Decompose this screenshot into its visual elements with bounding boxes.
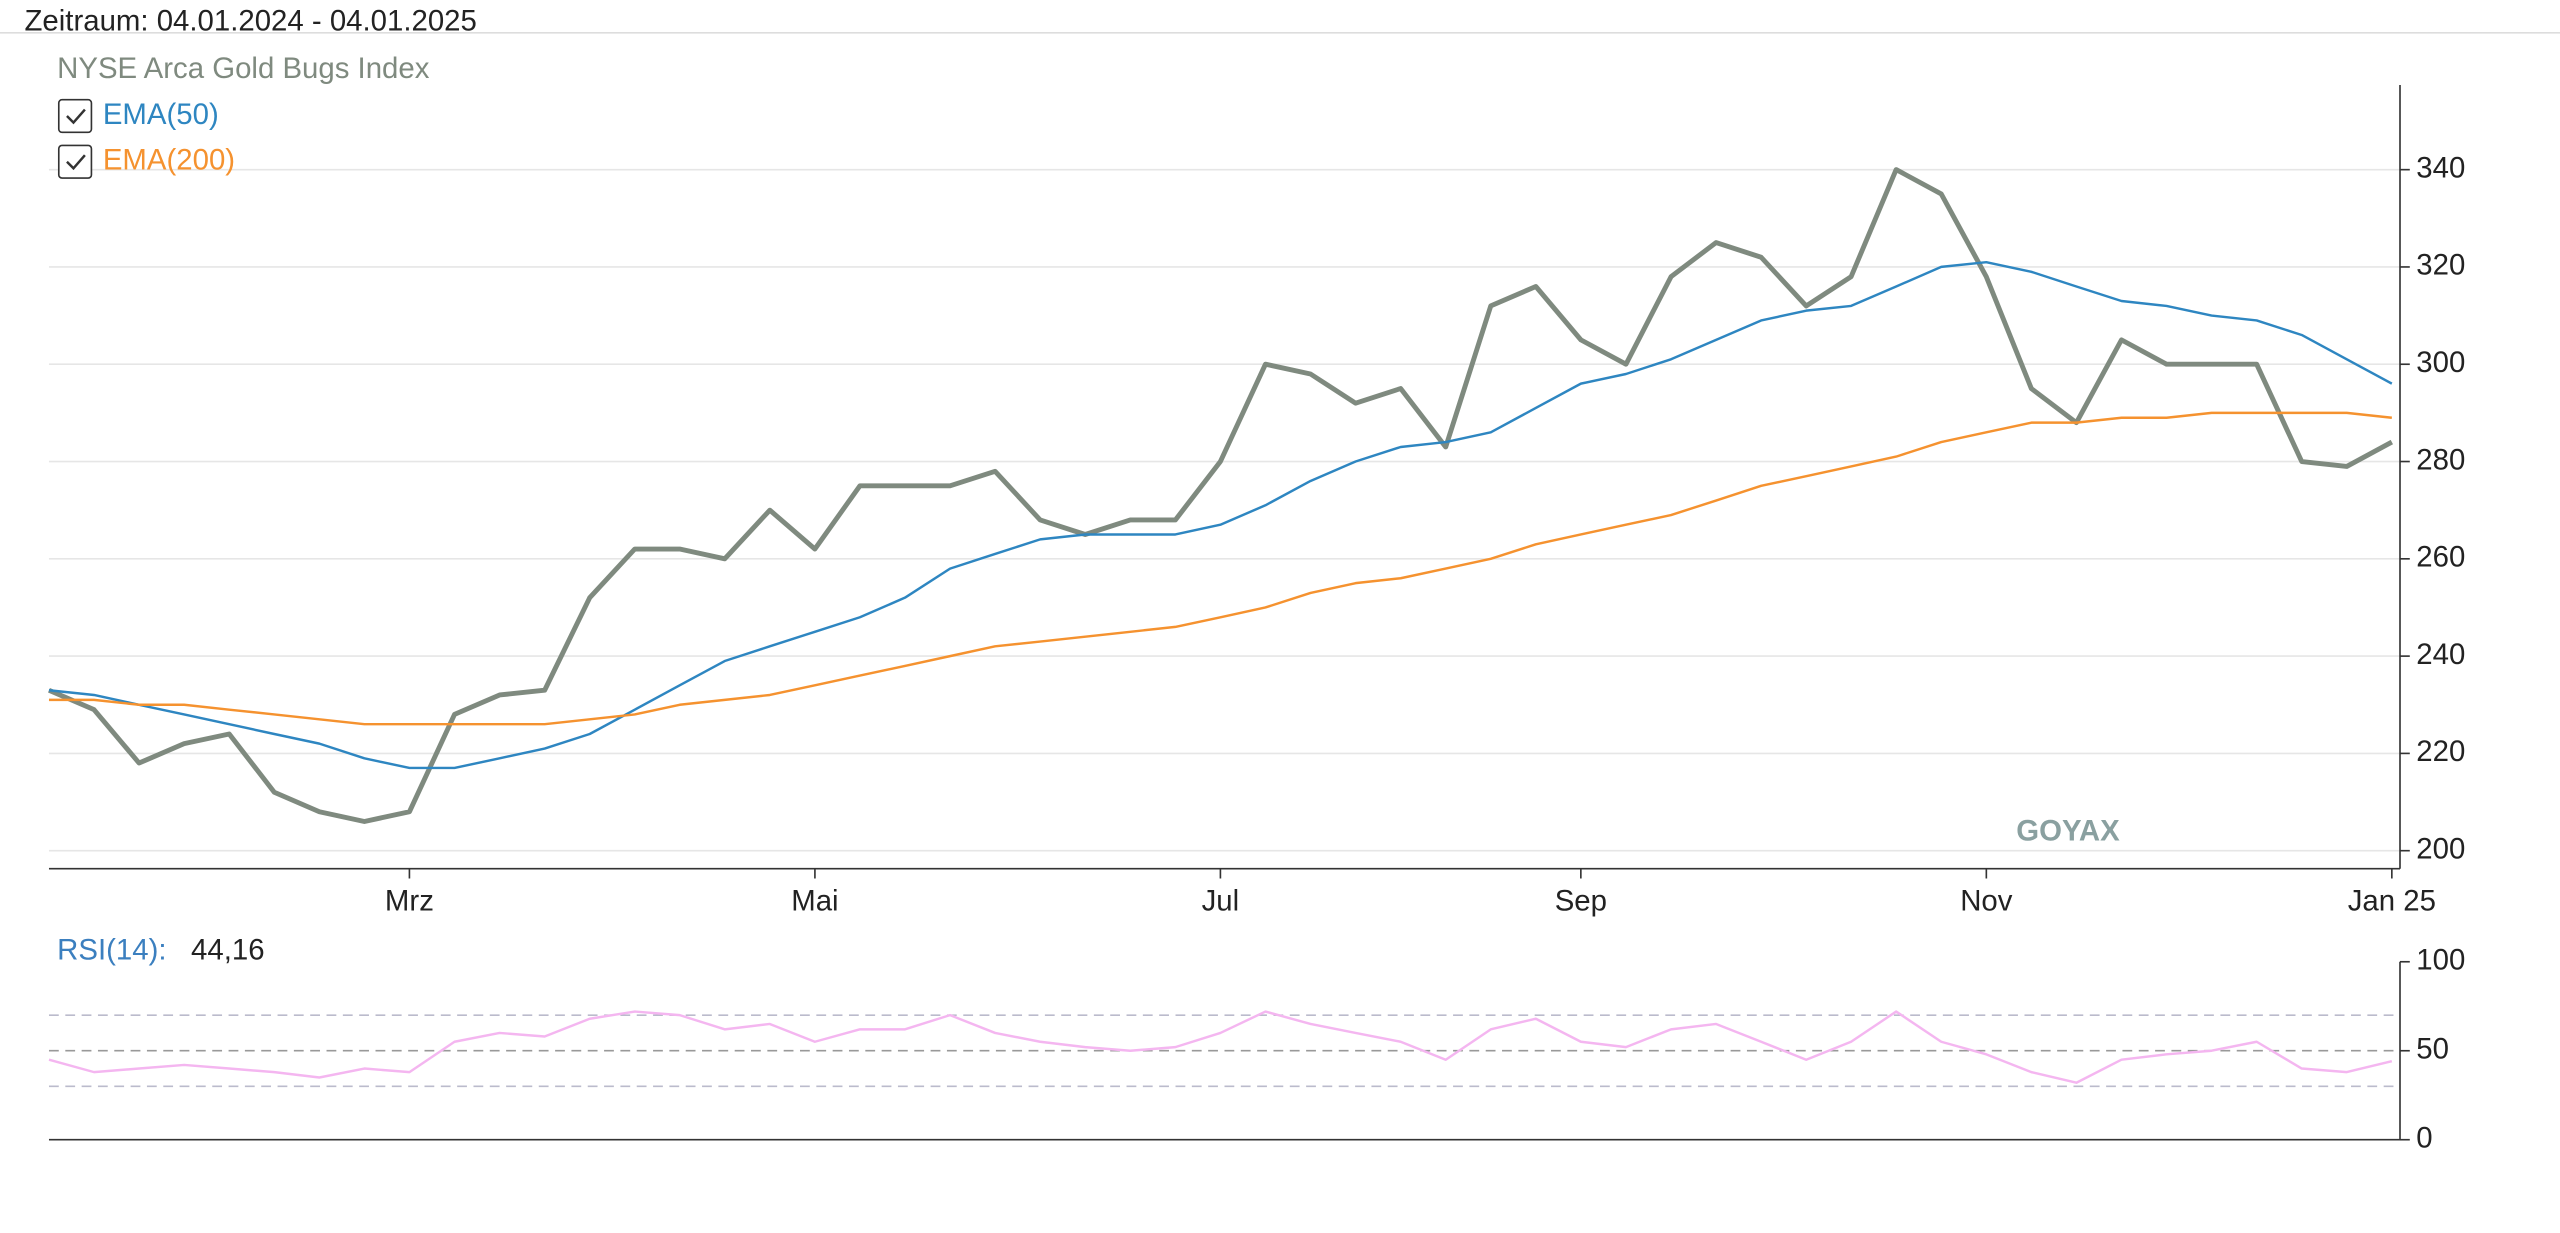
checkmark bbox=[66, 154, 86, 171]
legend-label: EMA(50) bbox=[103, 98, 219, 131]
series-line bbox=[48, 411, 2392, 726]
checkbox[interactable] bbox=[57, 144, 93, 179]
y-tick-label: 240 bbox=[2416, 638, 2465, 671]
y-tick-label: 340 bbox=[2416, 151, 2465, 184]
rsi-label: RSI(14): bbox=[57, 934, 166, 967]
y-tick-label: 200 bbox=[2416, 832, 2465, 865]
y-tick-label: 300 bbox=[2416, 346, 2465, 379]
rsi-value: 44,16 bbox=[191, 934, 265, 967]
watermark: GOYAX bbox=[2016, 815, 2120, 848]
y-tick-label: 260 bbox=[2416, 541, 2465, 574]
y-tick-label: 220 bbox=[2416, 735, 2465, 768]
y-tick-label: 280 bbox=[2416, 443, 2465, 476]
y-tick-label: 0 bbox=[2416, 1121, 2432, 1154]
x-tick-label: Jan 25 bbox=[2348, 885, 2436, 918]
checkbox[interactable] bbox=[57, 98, 93, 134]
series-line bbox=[48, 260, 2393, 770]
series-line bbox=[48, 1010, 2393, 1084]
x-tick-label: Nov bbox=[1960, 885, 2013, 918]
series-line bbox=[48, 167, 2394, 824]
y-tick-label: 100 bbox=[2416, 944, 2465, 977]
x-tick-label: Mai bbox=[791, 885, 838, 918]
checkmark bbox=[66, 108, 86, 125]
y-tick-label: 50 bbox=[2416, 1033, 2449, 1066]
x-tick-label: Jul bbox=[1202, 885, 1240, 918]
legend-label: NYSE Arca Gold Bugs Index bbox=[57, 52, 430, 85]
x-tick-label: Sep bbox=[1555, 885, 1607, 918]
legend-label: EMA(200) bbox=[103, 144, 235, 177]
y-tick-label: 320 bbox=[2416, 249, 2465, 282]
x-tick-label: Mrz bbox=[385, 885, 434, 918]
